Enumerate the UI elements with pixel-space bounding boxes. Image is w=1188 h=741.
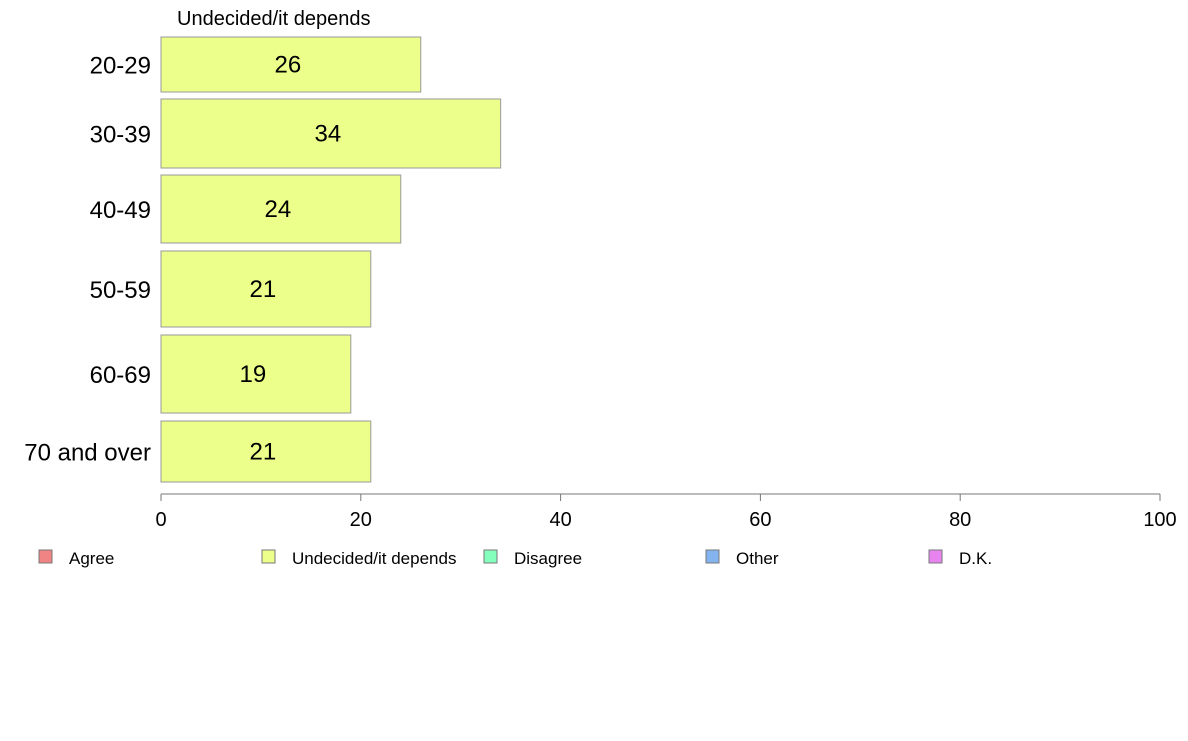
bar-50-59 xyxy=(160,250,372,328)
bar-value-label: 24 xyxy=(265,196,292,223)
legend-label: Undecided/it depends xyxy=(292,549,456,568)
category-label: 30-39 xyxy=(90,122,151,149)
bar-value-label: 34 xyxy=(314,121,341,148)
legend: Agree Undecided/it depends Disagree Other D.… xyxy=(38,549,992,568)
legend-swatch xyxy=(928,549,943,564)
category-label: 60-69 xyxy=(90,362,151,389)
bar-40-49 xyxy=(160,174,402,244)
category-label: 20-29 xyxy=(90,53,151,80)
legend-swatch xyxy=(483,549,498,564)
legend-swatch xyxy=(261,549,276,564)
category-labels: 20-29 30-39 40-49 50-59 60-69 70 and over xyxy=(24,53,151,467)
bar-value-label: 19 xyxy=(240,361,267,388)
chart-title: Undecided/it depends xyxy=(177,8,370,30)
bars-group: 26 34 24 21 19 21 xyxy=(160,36,502,483)
x-tick-label: 20 xyxy=(350,509,372,531)
bar-30-39 xyxy=(160,98,502,169)
legend-label: D.K. xyxy=(959,549,992,568)
bar-value-label: 21 xyxy=(250,439,277,466)
x-tick-label: 100 xyxy=(1143,509,1176,531)
bar-60-69 xyxy=(160,334,352,414)
x-tick-label: 80 xyxy=(949,509,971,531)
bar-70-and-over xyxy=(160,420,372,483)
category-label: 40-49 xyxy=(90,197,151,224)
x-tick-label: 60 xyxy=(749,509,771,531)
category-label: 50-59 xyxy=(90,277,151,304)
legend-label: Agree xyxy=(69,549,114,568)
bar-value-label: 26 xyxy=(275,52,302,79)
category-label: 70 and over xyxy=(24,440,151,467)
legend-swatch xyxy=(38,549,53,564)
x-axis: 0 20 40 60 80 100 xyxy=(155,493,1177,531)
x-tick-label: 40 xyxy=(549,509,571,531)
legend-swatch xyxy=(705,549,720,564)
bar-value-label: 21 xyxy=(250,276,277,303)
bar-20-29 xyxy=(160,36,422,93)
legend-label: Other xyxy=(736,549,779,568)
legend-label: Disagree xyxy=(514,549,582,568)
x-tick-label: 0 xyxy=(155,509,166,531)
